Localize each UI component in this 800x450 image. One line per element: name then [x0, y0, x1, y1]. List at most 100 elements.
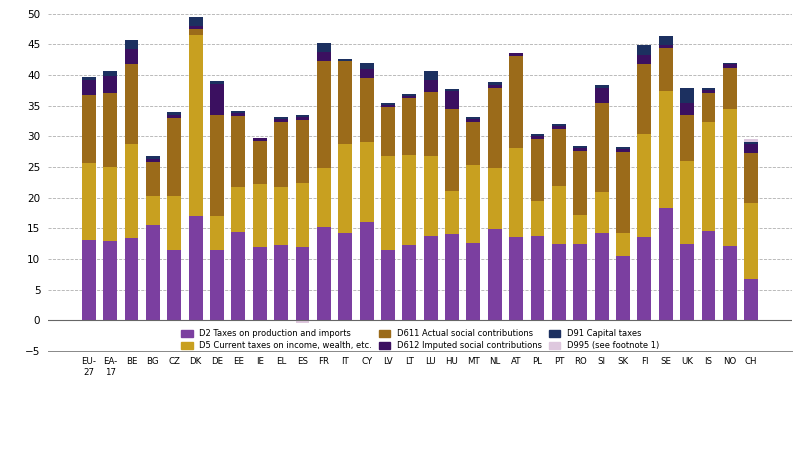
Bar — [723, 64, 737, 68]
Bar — [488, 81, 502, 85]
Bar — [659, 45, 673, 49]
Bar — [424, 80, 438, 92]
Bar — [723, 68, 737, 109]
Bar — [680, 243, 694, 320]
Bar — [253, 248, 266, 320]
Bar — [530, 135, 545, 136]
Bar — [338, 144, 352, 233]
Bar — [274, 245, 288, 320]
Bar — [594, 233, 609, 320]
Bar — [295, 115, 310, 117]
Bar — [744, 153, 758, 202]
Bar — [360, 222, 374, 320]
Bar — [253, 184, 266, 248]
Bar — [616, 152, 630, 233]
Bar — [167, 118, 181, 196]
Bar — [82, 240, 96, 320]
Bar — [402, 155, 416, 245]
Bar — [530, 136, 545, 140]
Bar — [146, 225, 160, 320]
Bar — [574, 148, 587, 151]
Bar — [638, 135, 651, 238]
Bar — [167, 112, 181, 115]
Bar — [338, 233, 352, 320]
Bar — [189, 29, 202, 35]
Bar — [231, 113, 246, 116]
Bar — [402, 245, 416, 320]
Bar — [574, 146, 587, 148]
Bar — [744, 202, 758, 279]
Bar — [210, 115, 224, 216]
Bar — [402, 98, 416, 155]
Bar — [210, 216, 224, 250]
Bar — [210, 81, 224, 84]
Bar — [616, 148, 630, 152]
Bar — [638, 238, 651, 320]
Bar — [317, 52, 330, 61]
Bar — [360, 63, 374, 69]
Bar — [82, 163, 96, 240]
Bar — [574, 151, 587, 216]
Bar — [680, 115, 694, 162]
Bar — [638, 54, 651, 64]
Bar — [103, 76, 117, 93]
Bar — [274, 122, 288, 187]
Bar — [616, 256, 630, 320]
Legend: D2 Taxes on production and imports, D5 Current taxes on income, wealth, etc., D6: D2 Taxes on production and imports, D5 C… — [181, 329, 659, 350]
Bar — [189, 35, 202, 216]
Bar — [680, 162, 694, 243]
Bar — [146, 196, 160, 225]
Bar — [594, 103, 609, 192]
Bar — [381, 105, 395, 107]
Bar — [360, 69, 374, 78]
Bar — [189, 216, 202, 320]
Bar — [466, 243, 480, 320]
Bar — [659, 49, 673, 91]
Bar — [702, 88, 715, 90]
Bar — [659, 91, 673, 208]
Bar — [466, 119, 480, 122]
Bar — [125, 144, 138, 238]
Bar — [381, 107, 395, 156]
Bar — [167, 250, 181, 320]
Bar — [594, 192, 609, 233]
Bar — [317, 61, 330, 167]
Bar — [744, 142, 758, 144]
Bar — [274, 117, 288, 119]
Bar — [445, 89, 459, 91]
Bar — [510, 56, 523, 148]
Bar — [680, 88, 694, 103]
Bar — [638, 45, 651, 54]
Bar — [146, 156, 160, 159]
Bar — [82, 95, 96, 163]
Bar — [702, 93, 715, 122]
Bar — [167, 196, 181, 250]
Bar — [702, 122, 715, 231]
Bar — [231, 187, 246, 232]
Bar — [574, 244, 587, 320]
Bar — [402, 96, 416, 98]
Bar — [82, 76, 96, 80]
Bar — [103, 71, 117, 76]
Bar — [189, 17, 202, 26]
Bar — [253, 138, 266, 141]
Bar — [231, 111, 246, 113]
Bar — [445, 191, 459, 234]
Bar — [680, 103, 694, 115]
Bar — [317, 167, 330, 227]
Bar — [744, 140, 758, 142]
Bar — [445, 234, 459, 320]
Bar — [295, 117, 310, 120]
Bar — [295, 120, 310, 184]
Bar — [274, 119, 288, 122]
Bar — [530, 201, 545, 236]
Bar — [338, 61, 352, 144]
Bar — [552, 129, 566, 186]
Bar — [231, 232, 246, 320]
Bar — [510, 148, 523, 238]
Bar — [125, 49, 138, 64]
Bar — [488, 167, 502, 229]
Bar — [488, 229, 502, 320]
Bar — [295, 248, 310, 320]
Bar — [466, 165, 480, 243]
